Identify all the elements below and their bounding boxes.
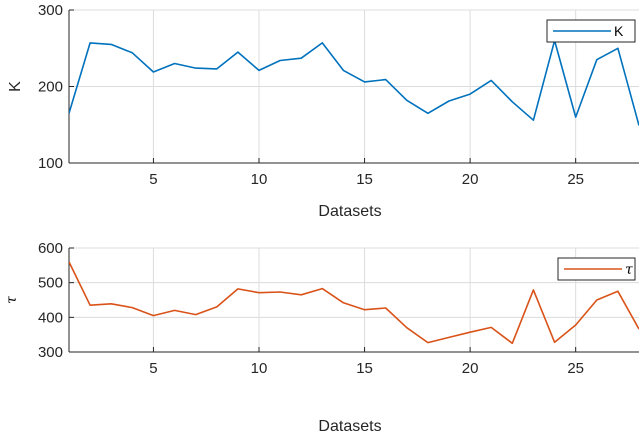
panel-1-x-tick-label: 20 — [462, 171, 479, 188]
panel-2-x-axis-label: Datasets — [318, 418, 381, 435]
panel-1-x-tick-label: 10 — [251, 171, 268, 188]
panel-2-axes: 5 10 15 20 25 300 400 500 600 Datasets τ τ — [4, 240, 639, 435]
panel-2-y-tick-label: 600 — [38, 240, 63, 257]
panel-2-legend: τ — [557, 257, 636, 281]
panel-2-legend-label: τ — [625, 262, 633, 278]
panel-2-y-tick-label: 500 — [38, 275, 63, 292]
panel-2-series-line-1 — [69, 261, 639, 345]
panel-1-series-line-1 — [69, 39, 639, 126]
panel-1-x-tick-label: 5 — [149, 171, 157, 188]
panel-1-legend: K — [546, 19, 636, 43]
panel-1-axes: 5 10 15 20 25 100 200 300 Datasets K K — [7, 2, 639, 220]
panel-1-x-tick-label: 25 — [567, 171, 584, 188]
panel-1-x-axis-label: Datasets — [318, 203, 381, 220]
panel-1-y-tick-label: 300 — [38, 2, 63, 19]
panel-2-x-tick-label: 10 — [251, 360, 268, 377]
panel-2-x-tick-label: 15 — [356, 360, 373, 377]
panel-2-y-axis-label: τ — [4, 296, 20, 304]
panel-2-x-tick-label: 25 — [567, 360, 584, 377]
panel-1-y-tick-label: 100 — [38, 155, 63, 172]
panel-1-y-tick-label: 200 — [38, 79, 63, 96]
panel-1-legend-label: K — [614, 23, 624, 39]
panel-1-y-axis-label: K — [7, 81, 24, 92]
panel-2-y-tick-label: 300 — [38, 344, 63, 361]
panel-1-x-tick-label: 15 — [356, 171, 373, 188]
panel-2-x-tick-label: 20 — [462, 360, 479, 377]
panel-2-x-tick-label: 5 — [149, 360, 157, 377]
panel-2-y-tick-label: 400 — [38, 309, 63, 326]
